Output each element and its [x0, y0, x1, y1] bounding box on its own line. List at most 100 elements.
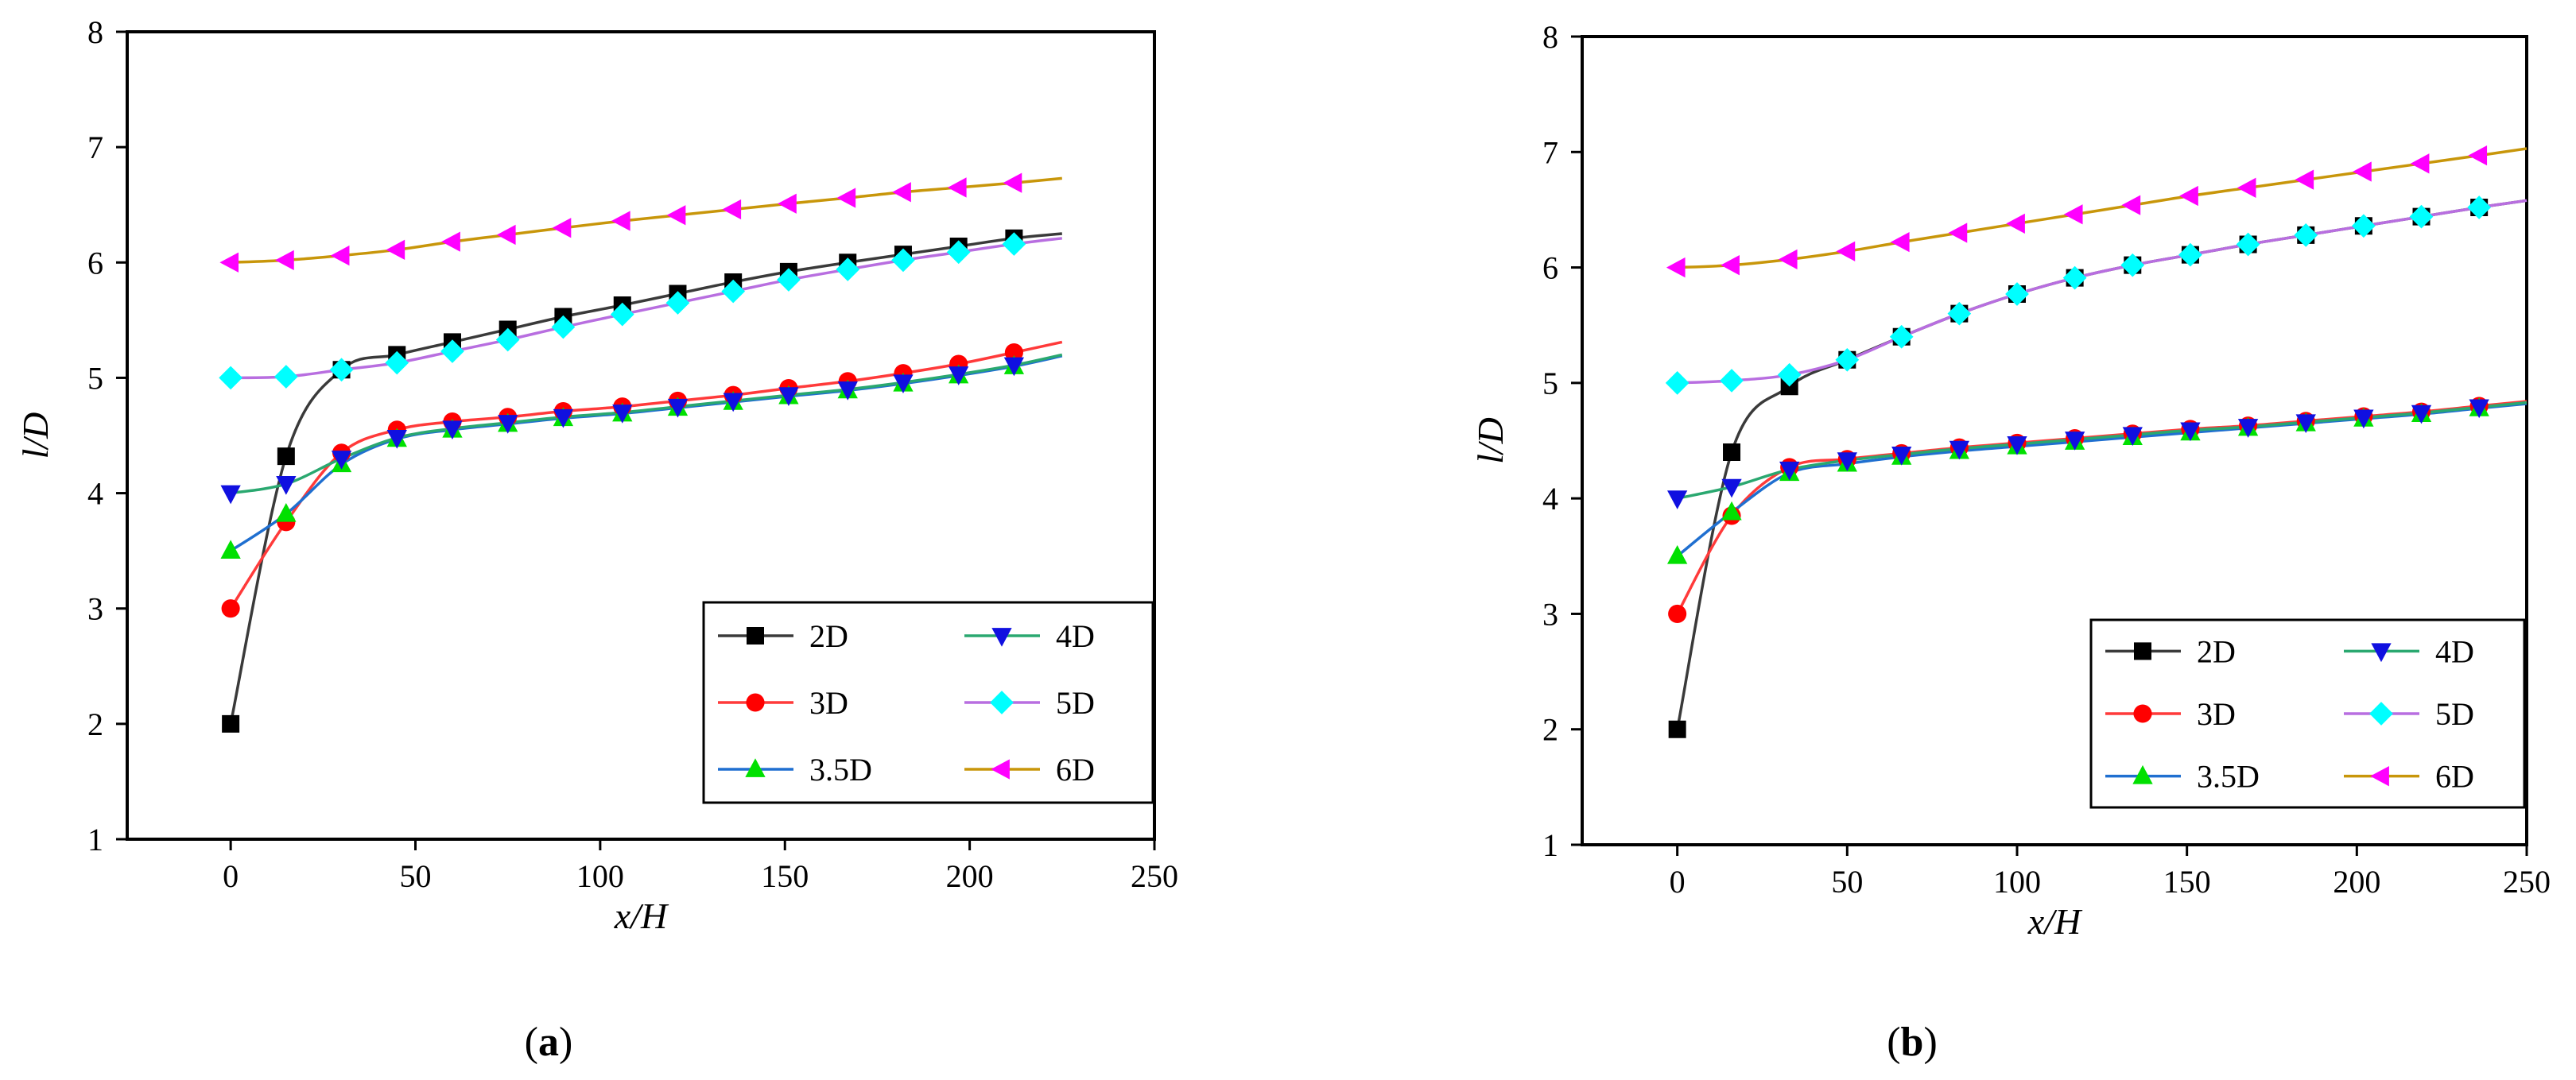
data-point-5D — [2005, 282, 2029, 306]
legend-marker-3.5D — [745, 758, 766, 777]
y-tick-label: 1 — [87, 822, 103, 857]
series-line-5D — [231, 237, 1063, 380]
data-point-4D — [386, 430, 407, 449]
y-tick-label: 8 — [1542, 19, 1558, 55]
series-line-3D — [229, 340, 1063, 610]
data-point-5D — [2409, 204, 2434, 229]
data-point-4D — [1891, 447, 1912, 466]
series-line-3D — [1676, 400, 2528, 615]
data-point-5D — [2120, 253, 2145, 277]
legend-marker-3D — [746, 693, 765, 712]
data-point-6D — [2121, 195, 2141, 215]
data-point-6D — [778, 193, 797, 214]
legend-label-2D: 2D — [809, 618, 848, 654]
legend-label-3D: 3D — [809, 685, 848, 721]
panel-label: (a) — [525, 1020, 573, 1065]
data-point-5D — [2294, 223, 2318, 247]
data-point-6D — [722, 199, 742, 220]
series-line-6D — [1677, 147, 2528, 269]
legend-label-3.5D: 3.5D — [809, 752, 872, 788]
y-tick-label: 7 — [87, 130, 103, 165]
data-point-3.5D — [276, 502, 297, 522]
legend-label-6D: 6D — [1056, 752, 1095, 788]
series-line-4D — [1677, 401, 2528, 500]
data-point-2D — [222, 714, 240, 733]
data-point-5D — [1777, 362, 1802, 387]
data-point-5D — [2467, 195, 2492, 219]
plot-frame — [1581, 35, 2528, 846]
data-point-6D — [330, 245, 350, 266]
data-point-6D — [2468, 145, 2488, 166]
data-point-6D — [836, 188, 856, 208]
data-point-3.5D — [220, 540, 241, 559]
data-point-4D — [2469, 399, 2489, 419]
data-point-6D — [1836, 241, 1856, 261]
data-point-4D — [1003, 357, 1025, 377]
series-line-3.5D — [1676, 402, 2528, 558]
x-axis-label: x/H — [614, 896, 669, 936]
data-point-5D — [610, 302, 634, 327]
x-tick-label: 100 — [1993, 864, 2041, 900]
panel-label: (b) — [1887, 1020, 1938, 1065]
panel-label-letter: a — [538, 1020, 559, 1065]
y-tick-label: 4 — [87, 476, 103, 512]
data-point-4D — [667, 398, 689, 418]
data-point-2D — [1723, 443, 1741, 462]
data-point-3D — [1004, 343, 1023, 362]
x-tick-label: 50 — [1831, 864, 1863, 900]
data-point-6D — [947, 177, 967, 198]
y-tick-label: 3 — [1542, 596, 1558, 632]
data-point-3.5D — [1721, 501, 1742, 521]
data-point-6D — [2237, 177, 2256, 198]
chart-panel-a: 0 50 100 150 200 250 1 2 3 4 5 6 7 8 x/H l/D 2D 3D 3.5D 4D 5… — [15, 14, 1178, 1065]
data-point-5D — [1720, 369, 1744, 393]
y-tick-label: 1 — [1542, 827, 1558, 863]
legend-marker-4D — [991, 628, 1012, 647]
data-point-5D — [2178, 242, 2202, 267]
data-point-6D — [386, 239, 405, 260]
panel-label-close: ) — [559, 1020, 572, 1065]
legend-marker-5D — [990, 691, 1014, 714]
legend-marker-6D — [991, 759, 1010, 780]
legend-label-3D: 3D — [2197, 696, 2236, 732]
panel-label-letter: b — [1901, 1020, 1924, 1065]
x-tick-label: 200 — [946, 858, 994, 894]
legend-marker-4D — [2371, 643, 2392, 663]
y-axis-label: l/D — [15, 412, 56, 459]
data-point-5D — [219, 366, 242, 390]
data-point-4D — [220, 485, 241, 505]
data-point-4D — [1837, 452, 1857, 471]
data-point-4D — [2411, 405, 2432, 424]
legend-label-6D: 6D — [2435, 759, 2474, 795]
data-point-6D — [611, 211, 630, 231]
data-point-6D — [496, 224, 516, 246]
data-point-4D — [2064, 432, 2085, 451]
chart-panel-b: 0 50 100 150 200 250 1 2 3 4 5 6 7 8 x/H l/D 2D 3D 3.5D 4D 5… — [1470, 19, 2551, 1065]
data-point-4D — [723, 393, 743, 412]
y-tick-label: 2 — [87, 706, 103, 742]
data-point-6D — [2063, 204, 2083, 225]
x-tick-label: 50 — [400, 858, 432, 894]
data-point-5D — [495, 327, 520, 352]
data-point-4D — [778, 387, 799, 406]
panel-label-open: ( — [525, 1020, 538, 1065]
data-point-3.5D — [1667, 545, 1688, 564]
x-tick-label: 250 — [1131, 858, 1178, 894]
x-tick-label: 200 — [2333, 864, 2380, 900]
data-point-4D — [442, 420, 463, 440]
data-point-6D — [2006, 213, 2025, 234]
data-point-5D — [1002, 232, 1026, 256]
data-point-5D — [721, 279, 746, 304]
x-tick-label: 100 — [576, 858, 624, 894]
data-point-4D — [1779, 461, 1800, 481]
data-point-6D — [666, 205, 686, 226]
data-point-5D — [440, 339, 464, 363]
y-tick-label: 3 — [87, 591, 103, 627]
legend-label-4D: 4D — [1056, 618, 1095, 654]
data-point-6D — [2410, 153, 2430, 174]
panel-label-close: ) — [1923, 1020, 1937, 1065]
legend-label-5D: 5D — [2435, 696, 2474, 732]
x-tick-label: 250 — [2503, 864, 2551, 900]
legend-marker-3.5D — [2132, 765, 2153, 784]
data-point-5D — [836, 257, 860, 281]
